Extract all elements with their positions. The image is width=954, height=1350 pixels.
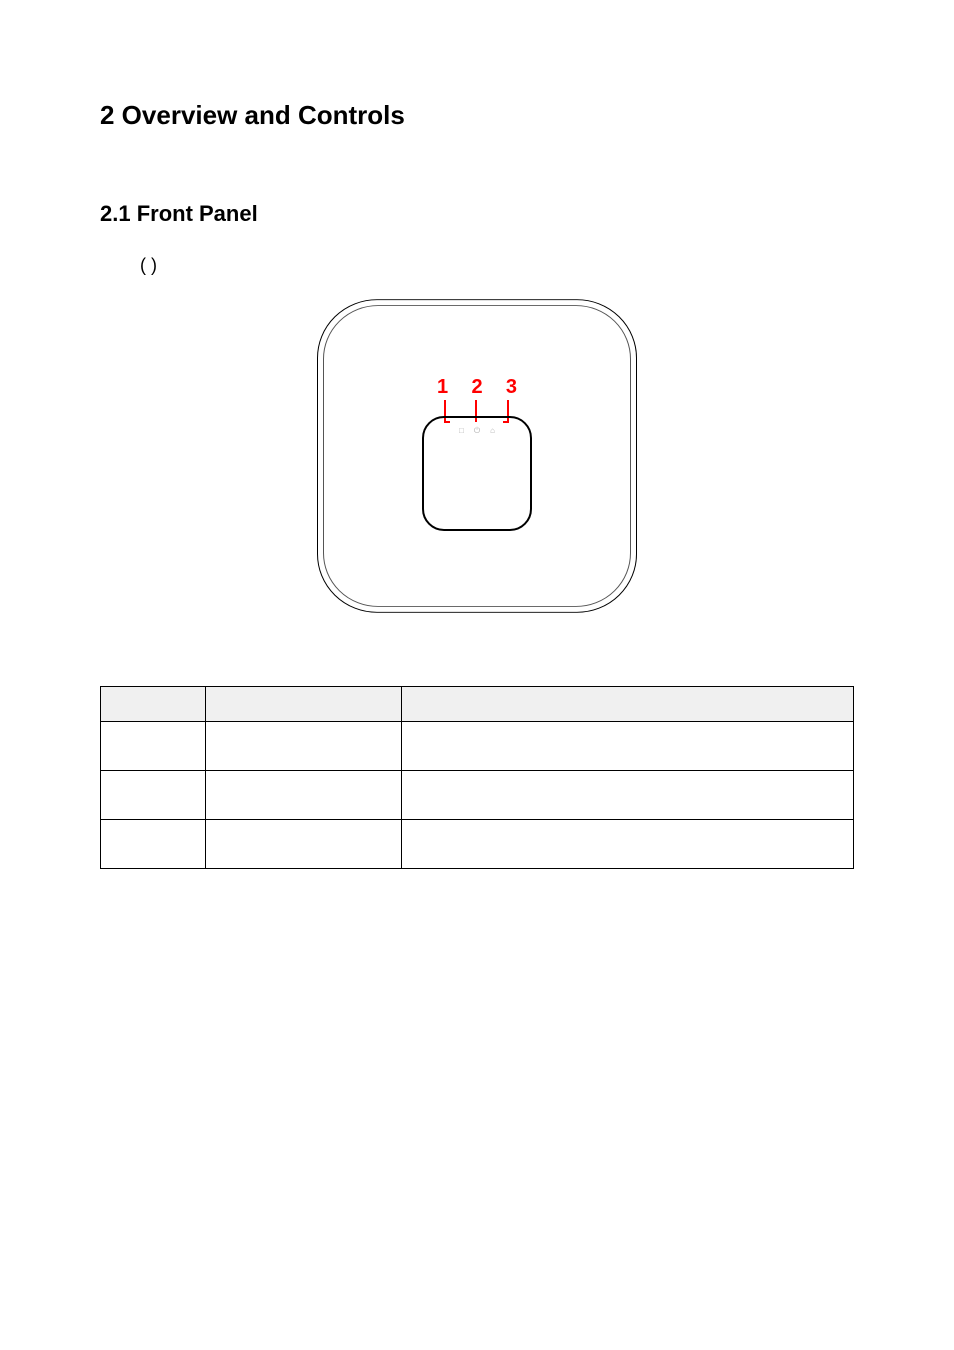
table-header-1	[101, 687, 206, 722]
table-cell	[402, 820, 854, 869]
table-row	[101, 722, 854, 771]
led-network-icon: ⌂	[490, 426, 495, 436]
heading-2: 2.1 Front Panel	[100, 201, 854, 227]
led-row: □ ⏻ ⌂	[424, 426, 530, 436]
table-cell	[206, 820, 402, 869]
description-table	[100, 686, 854, 869]
table-header-2	[206, 687, 402, 722]
table-cell	[206, 722, 402, 771]
table-header-3	[402, 687, 854, 722]
table-cell	[101, 820, 206, 869]
device-center-panel: □ ⏻ ⌂	[422, 416, 532, 531]
table-cell	[206, 771, 402, 820]
led-hdd-icon: □	[459, 426, 464, 436]
paren-note: ( )	[140, 255, 854, 276]
figure-container: 1 2 3 □ ⏻ ⌂	[100, 296, 854, 616]
table-header-row	[101, 687, 854, 722]
device-diagram: 1 2 3 □ ⏻ ⌂	[317, 296, 637, 616]
led-power-icon: ⏻	[474, 426, 480, 436]
table-cell	[402, 771, 854, 820]
table-cell	[101, 722, 206, 771]
heading-1: 2 Overview and Controls	[100, 100, 854, 131]
document-page: 2 Overview and Controls 2.1 Front Panel …	[0, 0, 954, 1350]
table-cell	[402, 722, 854, 771]
table-cell	[101, 771, 206, 820]
table-row	[101, 820, 854, 869]
table-row	[101, 771, 854, 820]
